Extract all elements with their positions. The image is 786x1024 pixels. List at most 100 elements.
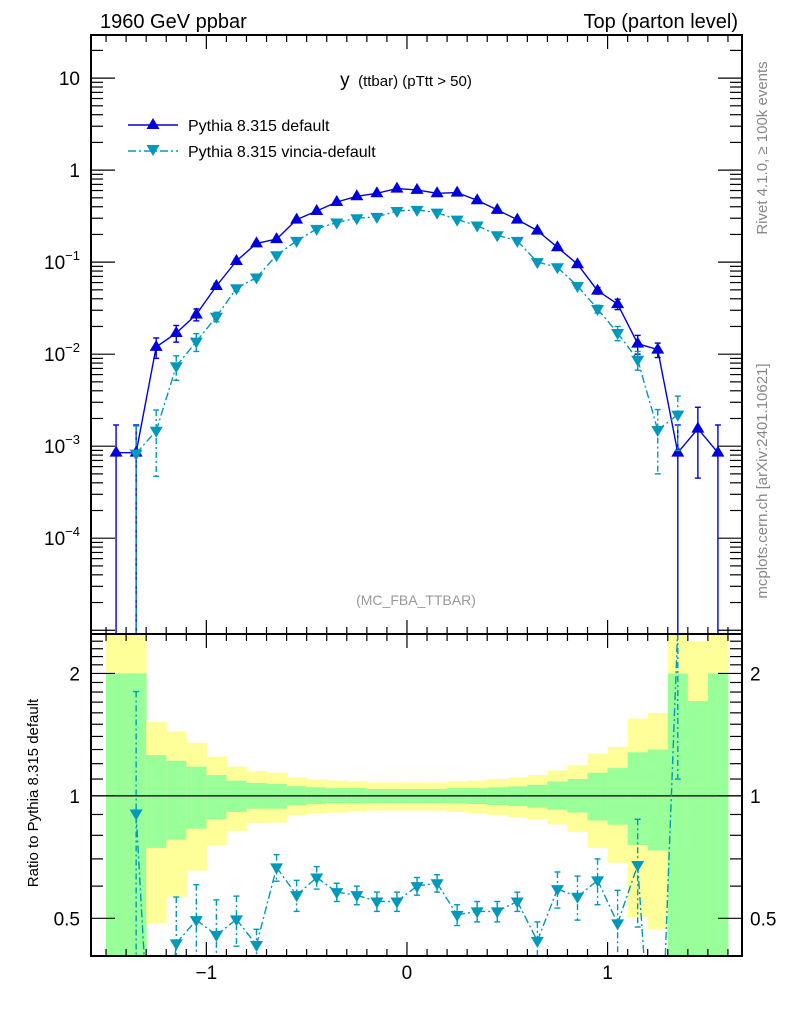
y-tick-base: 10 [59,69,80,90]
ratio-vincia-series-marker [530,936,544,948]
ratio-vincia-series-error-bar [594,858,601,906]
band-stat-bin [146,755,167,848]
default-series-marker [270,232,284,244]
default-series-marker [611,297,625,309]
y-tick-base: 10 [44,345,65,366]
vincia-series-error-bar [133,425,140,634]
vincia-series-marker [510,236,524,248]
ratio-vincia-series-error-bar [133,690,140,956]
ratio-y-tick-label-left: 2 [69,664,80,685]
y-tick-exponent: −1 [65,248,80,263]
ratio-vincia-series-marker [310,873,324,885]
vincia-series-line [135,209,679,455]
vincia-series-marker [611,328,625,340]
main-plot-data [109,181,725,634]
ratio-vincia-series-marker [410,882,424,894]
vincia-series-marker [530,258,544,270]
default-series-marker [550,240,564,252]
vincia-series-error-bar [173,355,180,381]
legend: Pythia 8.315 default Pythia 8.315 vincia… [128,118,376,161]
triangle-down-icon [146,145,160,156]
header-right: Top (parton level) [583,11,738,33]
vincia-series-marker [390,206,404,218]
band-stat-bin [186,766,207,829]
ratio-plot-data [129,634,681,956]
plot-title: y (ttbar) (pTtt > 50) [340,70,472,91]
vincia-series-marker [129,449,143,461]
default-series-marker [591,283,605,295]
band-stat-bin [647,749,669,851]
ratio-vincia-series-error-bar [313,865,320,890]
default-series-marker [250,236,264,248]
ratio-vincia-series-marker [129,809,143,821]
y-tick-base: 10 [44,437,65,458]
default-series-marker [671,445,685,457]
default-series-marker [490,202,504,214]
vincia-series-marker [470,221,484,233]
ratio-vincia-series-error-bar [634,818,641,928]
ratio-y-tick-label-right: 1 [750,787,761,808]
ratio-vincia-series-marker [550,885,564,897]
ratio-bands [91,634,742,956]
default-series-line [116,187,719,454]
default-series-marker [169,325,183,337]
default-series-marker [430,186,444,198]
default-series-marker [370,186,384,198]
vincia-series-marker [189,337,203,349]
default-series-error-bar [113,424,120,634]
plot-title-rest: (ttbar) (pTtt > 50) [358,73,472,90]
vincia-series-marker [450,215,464,227]
ratio-vincia-series-marker [611,919,625,931]
default-series-marker [570,257,584,269]
ratio-vincia-series-marker [390,897,404,909]
x-tick-label: 1 [602,963,613,984]
ratio-vincia-series-error-bar [273,853,280,882]
default-series-marker [631,336,645,348]
band-stat-bin [166,760,187,840]
default-series-marker [530,223,544,235]
default-series-marker [209,279,223,291]
ratio-vincia-series-marker [209,930,223,942]
default-series-marker [470,193,484,205]
ratio-vincia-series-marker [290,891,304,903]
vincia-series-marker [330,218,344,230]
ratio-vincia-series-marker [330,888,344,900]
default-series-marker [229,253,243,265]
default-series-marker [410,182,424,194]
default-series-marker [510,212,524,224]
plot-title-variable: y [340,70,350,91]
y-tick-label: 10−1 [44,248,80,274]
band-stat-bin [687,701,709,956]
ratio-vincia-series-marker [510,897,524,909]
vincia-series-marker [671,410,685,422]
y-tick-base: 1 [69,161,80,182]
ratio-vincia-series-marker [229,915,243,927]
default-series-marker [149,339,163,351]
y-tick-label: 10−2 [44,340,80,366]
vincia-series-marker [310,224,324,236]
ratio-y-tick-label-right: 2 [750,664,761,685]
ratio-vincia-series-marker [490,907,504,919]
band-stat-bin [587,772,609,821]
legend-item-vincia: Pythia 8.315 vincia-default [128,144,376,161]
vincia-series-marker [169,362,183,374]
vincia-series-marker [209,312,223,324]
default-series-marker [189,307,203,319]
vincia-series-error-bar [674,395,681,452]
default-series-marker [691,421,705,433]
side-text-mcplots: mcplots.cern.ch [arXiv:2401.10621] [754,363,771,598]
y-tick-label: 1 [69,161,80,182]
ratio-ylabel: Ratio to Pythia 8.315 default [25,698,42,887]
ratio-vincia-series-marker [430,879,444,891]
vincia-series-marker [410,205,424,217]
default-series-marker [310,203,324,215]
vincia-series-marker [229,284,243,296]
y-tick-base: 10 [44,529,65,550]
ratio-vincia-series-error-bar [674,634,681,780]
band-stat-bin [206,775,227,820]
default-series-marker [390,181,404,193]
ratio-y-tick-label-left: 0.5 [54,909,80,930]
y-tick-exponent: −4 [65,524,80,539]
ratio-vincia-series-line [135,634,679,956]
vincia-series-marker [270,251,284,263]
